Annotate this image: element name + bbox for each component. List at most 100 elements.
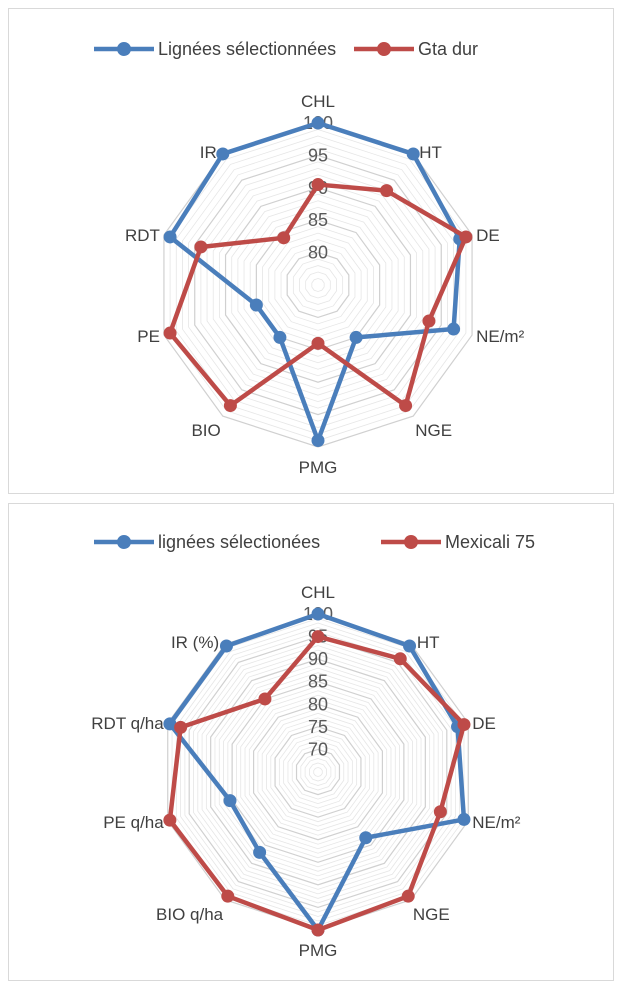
data-point-lignees-selectionees-rdt-q-ha — [163, 717, 177, 731]
legend-label: Mexicali 75 — [445, 532, 535, 552]
legend-label: lignées sélectionées — [158, 532, 320, 552]
axis-label-ht: HT — [417, 633, 440, 652]
grid-ring — [287, 739, 349, 805]
data-point-lignees-selectionees-nge — [359, 831, 373, 845]
grid-ring — [286, 251, 350, 319]
data-point-mexicali-75-ir — [258, 692, 272, 706]
grid-ring — [252, 703, 384, 841]
data-point-mexicali-75-pe-q-ha — [163, 813, 177, 827]
axis-label-ir: IR — [200, 143, 217, 162]
tick-label-70: 70 — [308, 739, 328, 759]
grid-ring — [206, 167, 430, 403]
data-point-gta-dur-ir — [277, 231, 291, 245]
data-point-gta-dur-ht — [380, 184, 394, 198]
axis-label-ir: IR (%) — [171, 633, 219, 652]
grid-ring — [227, 676, 409, 868]
grid-ring — [305, 271, 331, 299]
grid-ring — [212, 174, 424, 396]
tick-label-80: 80 — [308, 243, 328, 263]
data-point-lignees-selectionees-ht — [403, 639, 417, 653]
axis-label-nge: NGE — [415, 421, 452, 440]
grid-ring — [291, 744, 345, 800]
axis-label-pmg: PMG — [299, 458, 338, 477]
grid-ring — [270, 721, 366, 823]
axis-label-ht: HT — [419, 143, 442, 162]
grid-ring — [304, 758, 332, 786]
grid-ring — [214, 663, 422, 881]
data-point-lignees-selectionees-ir — [219, 639, 233, 653]
legend-marker — [377, 42, 391, 56]
data-point-mexicali-75-rdt-q-ha — [174, 720, 188, 734]
grid-ring — [188, 148, 448, 422]
data-point-lignees-selectionnees-ir — [216, 147, 230, 161]
data-point-mexicali-75-nge — [401, 889, 415, 903]
grid-ring — [237, 200, 399, 370]
legend-item-mexicali-75: Mexicali 75 — [381, 532, 535, 552]
axis-label-bio-q-ha: BIO q/ha — [156, 905, 224, 924]
grid-ring — [295, 748, 341, 796]
data-point-lignees-selectionnees-bio — [273, 330, 287, 344]
grid-ring — [197, 645, 439, 899]
data-point-lignees-selectionnees-chl — [311, 116, 325, 130]
axis-label-bio: BIO — [191, 421, 220, 440]
legend-item-lignees-selectionnees: Lignées sélectionnées — [94, 39, 336, 59]
grid-ring — [274, 239, 362, 331]
grid-ring — [244, 694, 392, 850]
grid-ring — [200, 161, 436, 409]
grid-ring — [261, 712, 375, 832]
grid-ring — [240, 690, 396, 854]
tick-label-80: 80 — [308, 694, 328, 714]
grid-ring — [299, 265, 337, 305]
legend-label: Lignées sélectionnées — [158, 39, 336, 59]
data-point-lignees-selectionees-chl — [311, 607, 325, 621]
grid-ring — [231, 681, 405, 863]
data-point-gta-dur-de — [459, 230, 473, 244]
legend-marker — [117, 42, 131, 56]
axis-label-nge: NGE — [413, 905, 450, 924]
data-point-gta-dur-pmg — [311, 336, 325, 350]
axis-label-de: DE — [476, 226, 500, 245]
tick-label-85: 85 — [308, 672, 328, 692]
data-point-gta-dur-chl — [311, 178, 325, 192]
tick-label-90: 90 — [308, 649, 328, 669]
data-point-gta-dur-rdt — [194, 240, 208, 254]
grid-ring — [210, 658, 426, 886]
grid-ring — [278, 730, 358, 814]
grid-ring — [309, 762, 327, 782]
legend-item-lignees-selectionees: lignées sélectionées — [94, 532, 320, 552]
grid-ring — [249, 213, 387, 357]
grid-ring — [224, 187, 412, 383]
data-point-lignees-selectionnees-pmg — [311, 434, 325, 448]
series-gta-dur — [163, 178, 473, 413]
data-point-gta-dur-bio — [223, 399, 237, 413]
data-point-mexicali-75-pmg — [311, 923, 325, 937]
grid-ring — [180, 627, 456, 917]
data-point-lignees-selectionnees-rdt — [163, 230, 177, 244]
data-point-gta-dur-ne-m — [422, 314, 436, 328]
grid-ring — [193, 640, 443, 904]
radar-chart-1-svg: 80859095100CHLHTDENE/m²NGEPMGBIOPERDTIRL… — [94, 39, 525, 477]
data-point-mexicali-75-ne-m — [433, 805, 447, 819]
legend-label: Gta dur — [418, 39, 478, 59]
data-point-lignees-selectionnees-nge — [349, 330, 363, 344]
grid-ring — [218, 667, 418, 877]
data-point-mexicali-75-de — [457, 718, 471, 732]
axis-label-pmg: PMG — [299, 941, 338, 960]
data-point-lignees-selectionees-pe-q-ha — [223, 794, 237, 808]
axis-label-rdt-q-ha: RDT q/ha — [91, 714, 164, 733]
data-point-gta-dur-nge — [399, 399, 413, 413]
axis-label-ne-m: NE/m² — [476, 327, 525, 346]
legend-marker — [404, 535, 418, 549]
axis-label-rdt: RDT — [125, 226, 160, 245]
grid-ring — [243, 206, 393, 364]
grid-ring — [218, 180, 418, 390]
axis-label-ne-m: NE/m² — [472, 813, 521, 832]
grid-ring — [188, 635, 448, 909]
axis-label-pe: PE — [137, 327, 160, 346]
data-point-mexicali-75-ht — [393, 652, 407, 666]
axis-label-chl: CHL — [301, 583, 335, 602]
grid-ring — [266, 717, 370, 827]
grid-ring — [169, 129, 467, 441]
grid-ring — [311, 278, 325, 292]
